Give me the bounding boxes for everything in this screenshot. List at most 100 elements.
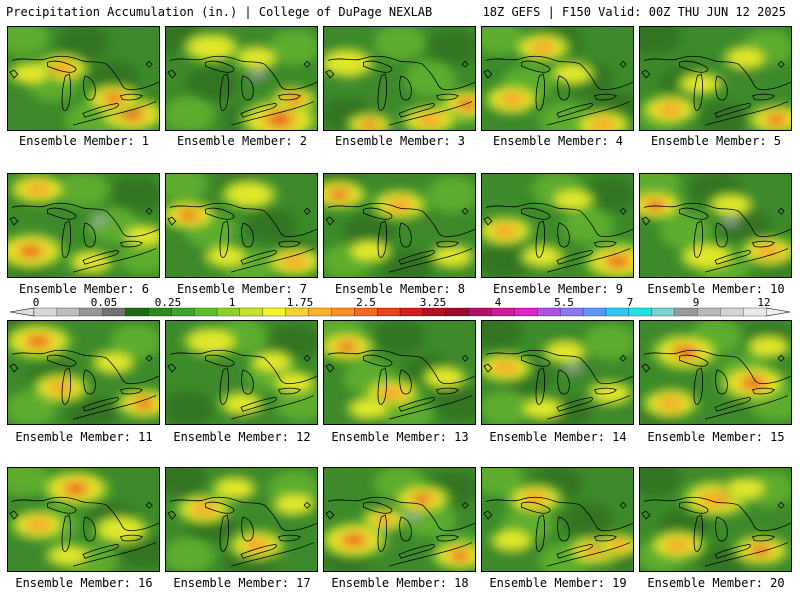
colorbar-tick-label: 2.5 (356, 296, 376, 309)
colorbar-arrow-left (9, 307, 35, 317)
ensemble-member-label: Ensemble Member: 3 (334, 134, 466, 148)
colorbar-arrow-right (765, 307, 791, 317)
precip-map (8, 321, 159, 424)
precip-map (166, 468, 317, 571)
ensemble-member-label: Ensemble Member: 11 (15, 430, 153, 444)
ensemble-member-label: Ensemble Member: 15 (647, 430, 785, 444)
ensemble-member-label: Ensemble Member: 18 (331, 576, 469, 590)
ensemble-member-label: Ensemble Member: 10 (647, 282, 785, 296)
colorbar-tick-label: 3.25 (420, 296, 447, 309)
colorbar-swatch (171, 307, 195, 317)
colorbar-swatch (674, 307, 698, 317)
colorbar-tick-label: 0.25 (155, 296, 182, 309)
colorbar-swatch (79, 307, 104, 317)
colorbar-swatch (720, 307, 744, 317)
colorbar-swatch (628, 307, 653, 317)
ensemble-panel-5 (639, 26, 792, 131)
ensemble-member-label: Ensemble Member: 6 (18, 282, 150, 296)
colorbar-swatch (239, 307, 264, 317)
colorbar-swatch (262, 307, 287, 317)
colorbar-swatch (651, 307, 675, 317)
ensemble-member-label: Ensemble Member: 1 (18, 134, 150, 148)
precip-map (482, 468, 633, 571)
colorbar-swatch (468, 307, 492, 317)
colorbar-tick-label: 9 (693, 296, 700, 309)
ensemble-member-label: Ensemble Member: 9 (492, 282, 624, 296)
ensemble-panel-16 (7, 467, 160, 572)
precip-map (8, 27, 159, 130)
precip-map (324, 27, 475, 130)
colorbar-swatch (125, 307, 149, 317)
ensemble-panel-20 (639, 467, 792, 572)
precip-map (640, 27, 791, 130)
ensemble-panel-1 (7, 26, 160, 131)
colorbar-swatch (33, 307, 58, 317)
colorbar-swatch (605, 307, 630, 317)
colorbar-swatch (376, 307, 401, 317)
ensemble-member-label: Ensemble Member: 16 (15, 576, 153, 590)
chart-title: Precipitation Accumulation (in.) | Colle… (6, 5, 433, 19)
precip-map (482, 321, 633, 424)
precip-map (324, 468, 475, 571)
valid-time-label: 18Z GEFS | F150 Valid: 00Z THU JUN 12 20… (482, 5, 786, 19)
colorbar-tick-label: 4 (495, 296, 502, 309)
ensemble-member-label: Ensemble Member: 7 (176, 282, 308, 296)
colorbar-swatch (742, 307, 767, 317)
ensemble-panel-11 (7, 320, 160, 425)
ensemble-panel-18 (323, 467, 476, 572)
ensemble-panel-14 (481, 320, 634, 425)
ensemble-panel-8 (323, 173, 476, 278)
colorbar-swatch (422, 307, 447, 317)
colorbar-swatch (537, 307, 561, 317)
ensemble-member-label: Ensemble Member: 4 (492, 134, 624, 148)
colorbar-swatch (102, 307, 126, 317)
colorbar-swatch (445, 307, 470, 317)
precip-map (166, 174, 317, 277)
colorbar-tick-label: 12 (757, 296, 770, 309)
ensemble-panel-12 (165, 320, 318, 425)
precip-map (8, 468, 159, 571)
colorbar-tick-label: 1.75 (287, 296, 314, 309)
colorbar-swatch (491, 307, 515, 317)
precip-map (640, 468, 791, 571)
ensemble-panel-2 (165, 26, 318, 131)
ensemble-panel-10 (639, 173, 792, 278)
colorbar-swatch (56, 307, 81, 317)
colorbar-legend: 0 0.05 0.25 1 1.75 2.5 3.25 4 5.5 7 9 12 (0, 296, 800, 318)
colorbar-tick-label: 1 (229, 296, 236, 309)
colorbar-swatch (514, 307, 538, 317)
precip-map (166, 321, 317, 424)
ensemble-panel-9 (481, 173, 634, 278)
precip-map (8, 174, 159, 277)
colorbar-swatch (399, 307, 424, 317)
colorbar-tick-label: 0 (33, 296, 40, 309)
ensemble-member-label: Ensemble Member: 14 (489, 430, 627, 444)
colorbar-tick-label: 7 (627, 296, 634, 309)
ensemble-panel-6 (7, 173, 160, 278)
colorbar-swatch (216, 307, 241, 317)
ensemble-member-label: Ensemble Member: 19 (489, 576, 627, 590)
colorbar-swatch (697, 307, 721, 317)
ensemble-panel-19 (481, 467, 634, 572)
colorbar-swatch (148, 307, 172, 317)
precip-map (640, 321, 791, 424)
ensemble-panel-7 (165, 173, 318, 278)
precip-map (482, 27, 633, 130)
colorbar-swatch (582, 307, 607, 317)
colorbar-swatch (285, 307, 309, 317)
ensemble-member-label: Ensemble Member: 13 (331, 430, 469, 444)
colorbar-swatch (559, 307, 584, 317)
ensemble-member-label: Ensemble Member: 2 (176, 134, 308, 148)
ensemble-member-label: Ensemble Member: 8 (334, 282, 466, 296)
colorbar-swatch (193, 307, 218, 317)
colorbar-tick-label: 5.5 (554, 296, 574, 309)
ensemble-panel-13 (323, 320, 476, 425)
ensemble-panel-15 (639, 320, 792, 425)
ensemble-panel-4 (481, 26, 634, 131)
precip-map (482, 174, 633, 277)
ensemble-member-label: Ensemble Member: 20 (647, 576, 785, 590)
precip-map (640, 174, 791, 277)
ensemble-panel-3 (323, 26, 476, 131)
ensemble-member-label: Ensemble Member: 12 (173, 430, 311, 444)
ensemble-member-label: Ensemble Member: 5 (650, 134, 782, 148)
